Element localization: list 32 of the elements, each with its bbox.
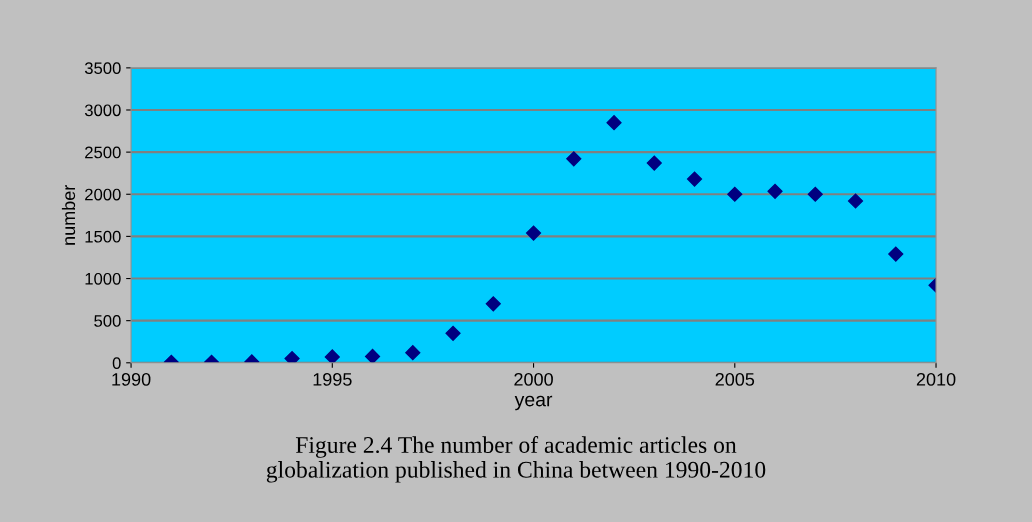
- point: [606, 115, 622, 131]
- point: [727, 186, 743, 202]
- x-axis-title: year: [514, 395, 553, 411]
- y-tick-label: 1500: [85, 230, 121, 243]
- y-tick-label: 500: [94, 315, 121, 327]
- point: [646, 155, 662, 171]
- y-tick-label: 2000: [85, 188, 121, 201]
- point: [888, 246, 904, 262]
- point: [324, 349, 340, 363]
- point: [767, 183, 783, 199]
- point: [525, 225, 542, 241]
- x-tick-label: 2005: [715, 372, 755, 386]
- point: [686, 171, 703, 187]
- y-tick-label: 3500: [84, 62, 121, 75]
- x-tick-label: 1990: [112, 372, 151, 386]
- y-tick-label: 3000: [84, 104, 121, 117]
- x-tick-label: 2000: [514, 372, 553, 386]
- point: [405, 345, 421, 361]
- y-axis-title: number: [61, 185, 76, 245]
- point: [445, 325, 461, 341]
- point: [284, 351, 300, 363]
- point: [485, 296, 501, 312]
- caption: Figure 2.4 The number of academic articles on globalization published in China between 1990-2010: [266, 436, 766, 483]
- x-tick-label: 2010: [916, 372, 956, 386]
- point: [807, 186, 823, 202]
- point: [364, 348, 381, 363]
- y-tick-label: 2500: [85, 146, 121, 159]
- point: [566, 151, 582, 167]
- y-tick-label: 0: [112, 357, 121, 369]
- y-tick-label: 1000: [85, 272, 121, 285]
- x-tick-label: 1995: [313, 372, 352, 386]
- point: [847, 193, 864, 209]
